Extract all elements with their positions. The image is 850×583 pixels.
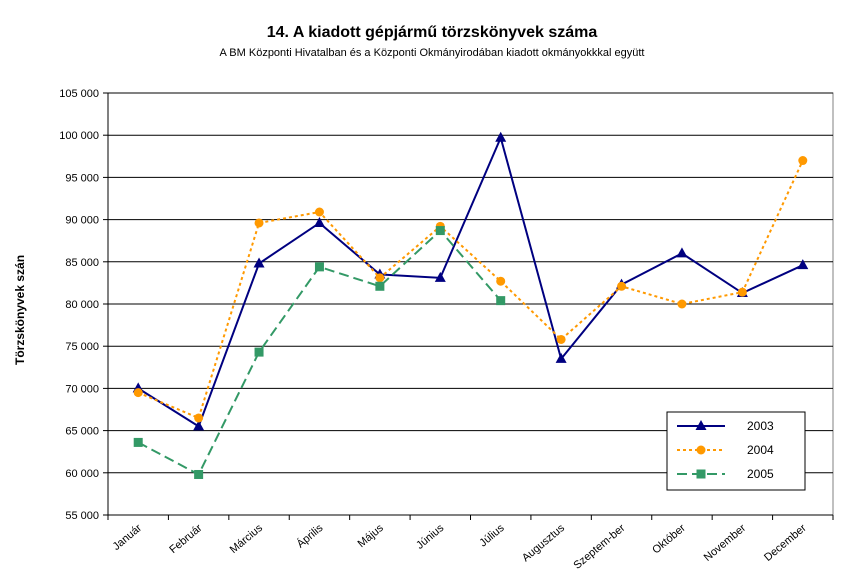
y-axis-label: Törzskönyvek szán: [13, 255, 27, 365]
data-point-2005: [435, 226, 445, 236]
legend-label: 2004: [747, 443, 774, 457]
data-point-2003: [313, 216, 325, 227]
data-point-2004: [496, 276, 506, 286]
data-point-2003: [495, 131, 507, 142]
chart-subtitle: A BM Központi Hivatalban és a Központi O…: [220, 47, 645, 59]
y-tick-label: 60 000: [65, 468, 99, 480]
y-tick-label: 100 000: [59, 130, 99, 142]
y-tick-label: 75 000: [65, 341, 99, 353]
y-tick-label: 65 000: [65, 426, 99, 438]
y-tick-label: 55 000: [65, 510, 99, 522]
data-point-2003: [676, 247, 688, 258]
x-tick-label: December: [762, 522, 809, 564]
data-point-2004: [737, 287, 747, 297]
data-point-2005: [375, 281, 385, 291]
y-tick-label: 70 000: [65, 383, 99, 395]
data-point-2004: [375, 273, 385, 283]
x-tick-label: Március: [228, 522, 266, 556]
x-tick-label: Szeptem-ber: [572, 522, 628, 572]
y-tick-label: 80 000: [65, 299, 99, 311]
legend-label: 2003: [747, 419, 774, 433]
data-point-2004: [798, 156, 808, 166]
data-point-2004: [677, 299, 687, 309]
x-tick-label: November: [702, 522, 749, 564]
legend-marker-2004: [696, 445, 706, 455]
data-point-2005: [314, 262, 324, 272]
data-point-2003: [555, 352, 567, 363]
x-tick-label: Május: [356, 522, 387, 550]
plot-area: 55 000 60 000 65 000 70 000 75 000 80 000 85 0…: [59, 88, 834, 572]
data-point-2004: [314, 207, 324, 217]
data-point-2003: [193, 420, 205, 431]
x-tick-label: Augusztus: [520, 522, 567, 565]
y-tick-label: 95 000: [65, 172, 99, 184]
data-point-2004: [254, 218, 264, 228]
series-line-2004: [137, 160, 804, 420]
chart-title: 14. A kiadott gépjármű törzskönyvek szám…: [267, 24, 598, 41]
data-point-2004: [194, 413, 204, 423]
data-point-2005: [133, 437, 143, 447]
y-tick-label: 105 000: [59, 88, 99, 100]
legend-box: [666, 411, 806, 491]
data-point-2005: [496, 296, 506, 306]
data-point-2003: [434, 271, 446, 282]
data-point-2004: [133, 388, 143, 398]
x-tick-label: Július: [477, 522, 507, 550]
data-point-2005: [254, 347, 264, 357]
data-point-2003: [253, 257, 265, 268]
series-line-2003: [137, 134, 804, 428]
x-tick-label: Április: [294, 521, 326, 551]
data-point-2004: [617, 281, 627, 291]
y-tick-label: 85 000: [65, 257, 99, 269]
legend-marker-2005: [696, 469, 706, 479]
legend-label: 2005: [747, 467, 774, 481]
x-tick-label: Október: [650, 522, 688, 557]
data-point-2005: [194, 469, 204, 479]
x-tick-label: Február: [167, 522, 204, 556]
x-tick-label: Január: [111, 522, 145, 553]
data-point-2004: [556, 334, 566, 344]
data-point-2003: [797, 259, 809, 270]
x-tick-label: Június: [414, 522, 446, 552]
legend-marker-2003: [695, 420, 707, 430]
y-tick-label: 90 000: [65, 215, 99, 227]
